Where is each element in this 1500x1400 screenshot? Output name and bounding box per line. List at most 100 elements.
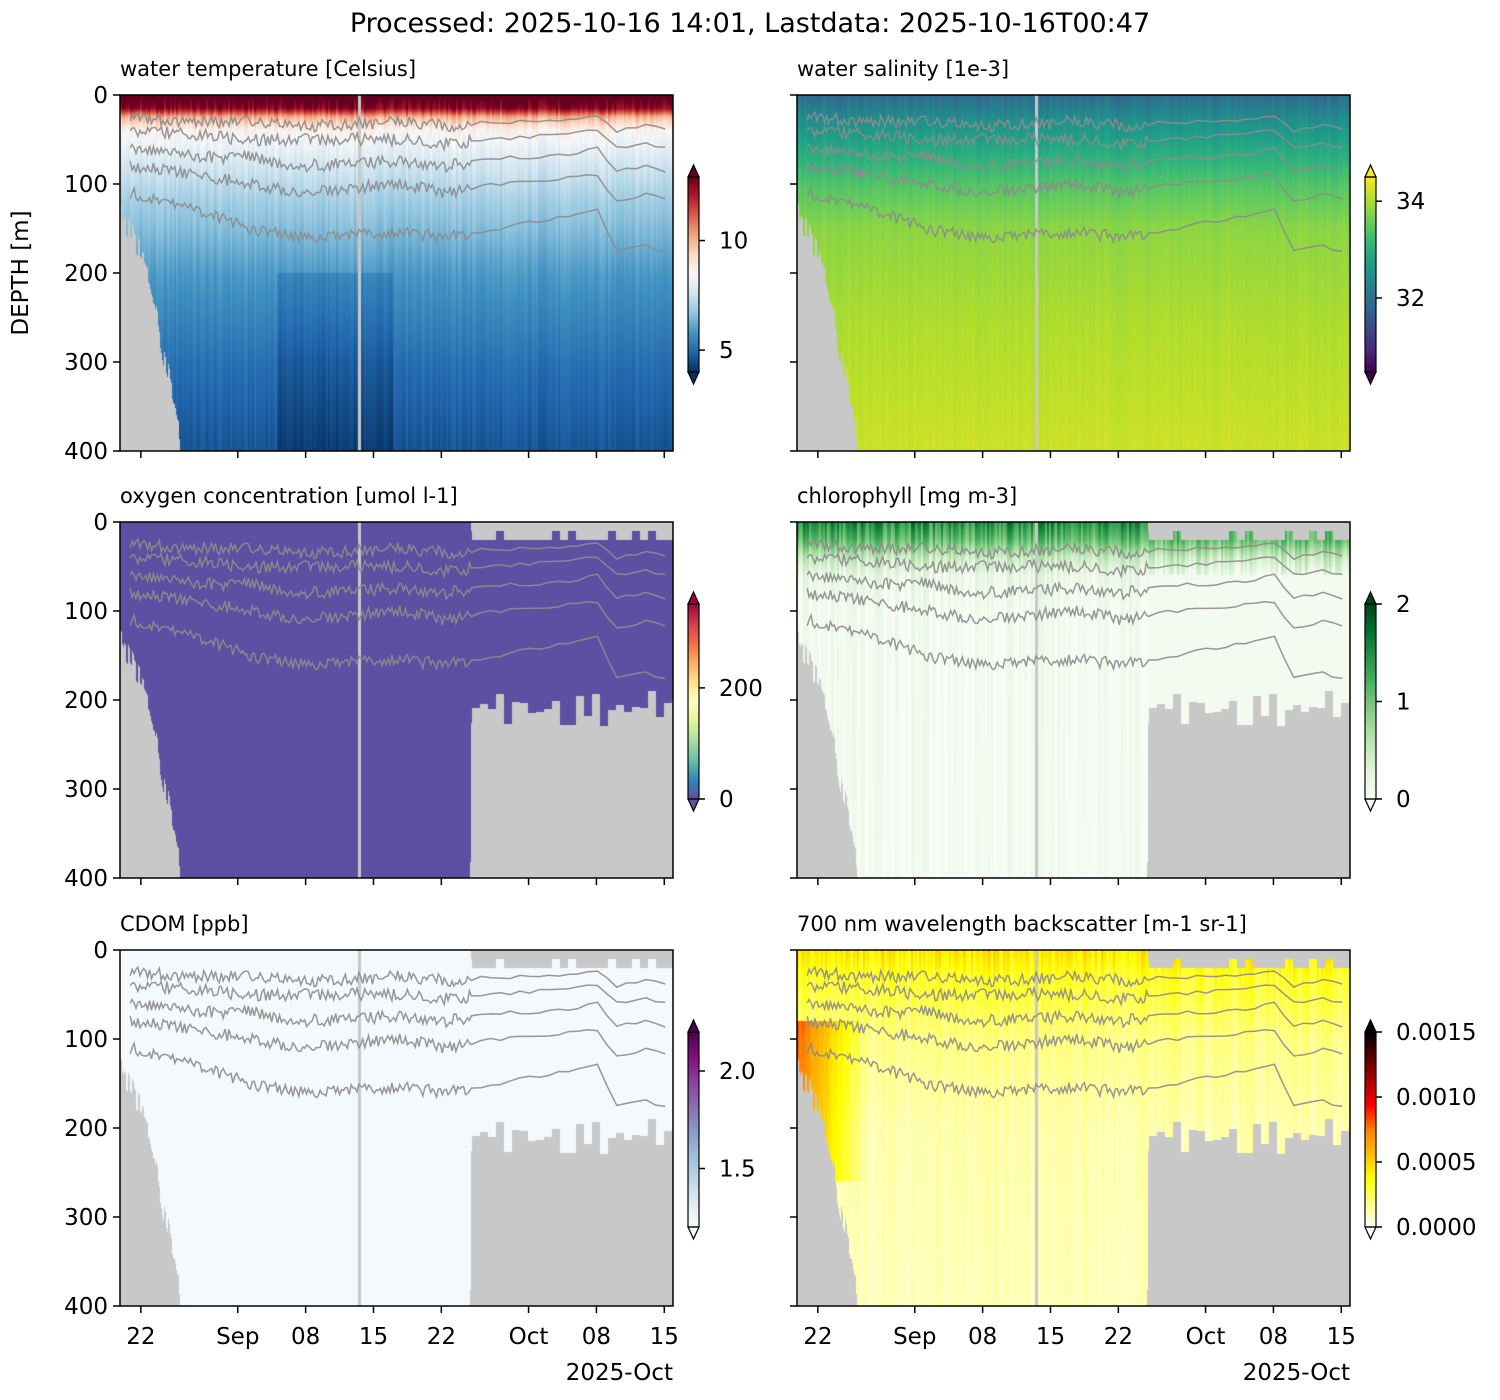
- isopycnal-contour-line: [129, 1016, 666, 1057]
- colorbar-extend-max-arrow: [687, 1018, 700, 1033]
- colorbar-tick-label: 0.0010: [1396, 1085, 1476, 1111]
- isopycnal-contour-line: [129, 569, 666, 601]
- x-tick-label: 22: [1104, 1324, 1133, 1350]
- colorbar-extend-min-arrow: [1364, 1226, 1377, 1241]
- heatmap-oxygen-concentration: [120, 522, 673, 878]
- panel-water-salinity: water salinity [1e-3] 32 34: [790, 57, 1425, 458]
- isopycnal-contour-line: [129, 612, 666, 679]
- isopycnal-contour-line: [129, 552, 666, 580]
- x-tick-label: 22: [427, 1324, 456, 1350]
- y-tick-label: 100: [64, 599, 108, 625]
- x-tick-label: 08: [1259, 1324, 1288, 1350]
- isopycnal-contour-line: [129, 965, 666, 989]
- isopycnal-contour-line: [129, 185, 666, 252]
- y-tick-label: 0: [93, 83, 108, 109]
- x-tick-label: Sep: [216, 1324, 259, 1350]
- colorbar-extend-max-arrow: [1364, 1018, 1377, 1033]
- x-tick-label: 08: [291, 1324, 320, 1350]
- colorbar-cdom: [688, 1032, 699, 1227]
- colorbar-frame: [687, 603, 700, 800]
- y-tick-label: 300: [64, 1205, 108, 1231]
- colorbar-backscatter-700nm: [1365, 1032, 1376, 1227]
- colorbar-tick-label: 2.0: [719, 1059, 756, 1085]
- x-tick-label: 08: [968, 1324, 997, 1350]
- colorbar-extend-min-arrow: [1364, 371, 1377, 386]
- colorbar-tick-label: 34: [1396, 189, 1425, 215]
- colorbar-extend-min-arrow: [687, 371, 700, 386]
- colorbar-tick-label: 0.0015: [1396, 1020, 1476, 1046]
- y-tick-label: 200: [64, 261, 108, 287]
- colorbar-tick-label: 1.5: [719, 1157, 756, 1183]
- heatmap-backscatter-700nm: [797, 950, 1350, 1306]
- figure-title: Processed: 2025-10-16 14:01, Lastdata: 2…: [350, 8, 1150, 39]
- colorbar-extend-min-arrow: [687, 1226, 700, 1241]
- colorbar-tick-label: 0: [1396, 787, 1411, 813]
- colorbar-extend-max-arrow: [1364, 163, 1377, 178]
- isopycnal-contour-line: [806, 980, 1343, 1008]
- isopycnal-contour-line: [806, 142, 1343, 174]
- colorbar-tick-label: 0: [719, 787, 734, 813]
- colorbar-tick-label: 2: [1396, 592, 1411, 618]
- panel-chlorophyll: chlorophyll [mg m-3] 0 1 2: [790, 484, 1411, 885]
- isopycnal-contour-line: [806, 569, 1343, 601]
- panel-water-temperature: water temperature [Celsius] 0 100 200 300 400…: [8, 57, 748, 465]
- x-tick-label: Oct: [1186, 1324, 1226, 1350]
- heatmap-cdom: [120, 950, 673, 1306]
- isopycnal-contour-line: [806, 997, 1343, 1029]
- colorbar-frame: [1364, 1031, 1377, 1228]
- panel-oxygen-concentration: oxygen concentration [umol l-1] 0 100 200 30…: [64, 484, 763, 892]
- x-tick-label: 15: [1327, 1324, 1356, 1350]
- y-tick-label: 200: [64, 1116, 108, 1142]
- isopycnal-contour-line: [806, 537, 1343, 561]
- y-tick-label: 300: [64, 350, 108, 376]
- colorbar-extend-max-arrow: [687, 163, 700, 178]
- y-tick-label: 0: [93, 938, 108, 964]
- y-tick-label: 400: [64, 1294, 108, 1320]
- x-tick-label: 15: [1036, 1324, 1065, 1350]
- colorbar-chlorophyll: [1365, 604, 1376, 799]
- isopycnal-contour-line: [129, 142, 666, 174]
- isopycnal-contour-line: [129, 161, 666, 202]
- y-tick-label: 0: [93, 510, 108, 536]
- isopycnal-contour-line: [129, 110, 666, 134]
- colorbar-tick-label: 0.0000: [1396, 1215, 1476, 1241]
- x-tick-label: 15: [650, 1324, 679, 1350]
- colorbar-extend-min-arrow: [1364, 798, 1377, 813]
- x-axis-offset-label: 2025-Oct: [1243, 1360, 1350, 1386]
- x-tick-label: 08: [582, 1324, 611, 1350]
- colorbar-extend-max-arrow: [1364, 590, 1377, 605]
- heatmap-chlorophyll: [797, 522, 1350, 878]
- y-tick-label: 400: [64, 866, 108, 892]
- isopycnal-contour-line: [129, 537, 666, 561]
- colorbar-tick-label: 10: [719, 229, 748, 255]
- y-tick-label: 100: [64, 1027, 108, 1053]
- y-tick-label: 200: [64, 688, 108, 714]
- x-axis-offset-label: 2025-Oct: [566, 1360, 673, 1386]
- colorbar-frame: [1364, 603, 1377, 800]
- colorbar-tick-label: 0.0005: [1396, 1150, 1476, 1176]
- isopycnal-contour-line: [129, 997, 666, 1029]
- isopycnal-contour-line: [806, 588, 1343, 629]
- colorbar-water-temperature: [688, 177, 699, 372]
- panel-title: CDOM [ppb]: [120, 912, 249, 936]
- isopycnal-contour-line: [806, 1040, 1343, 1107]
- colorbar-frame: [1364, 176, 1377, 373]
- x-tick-label: Sep: [893, 1324, 936, 1350]
- isopycnal-contour-line: [129, 588, 666, 629]
- colorbar-frame: [687, 176, 700, 373]
- isopycnal-contour-line: [806, 110, 1343, 134]
- isopycnal-contour-line: [806, 161, 1343, 202]
- isopycnal-contour-line: [806, 965, 1343, 989]
- isopycnal-contour-line: [129, 125, 666, 153]
- colorbar-tick-label: 32: [1396, 286, 1425, 312]
- isopycnal-contour-line: [806, 125, 1343, 153]
- isopycnal-contour-line: [806, 552, 1343, 580]
- colorbar-tick-label: 200: [719, 676, 763, 702]
- isopycnal-contour-line: [129, 1040, 666, 1107]
- panel-title: water salinity [1e-3]: [797, 57, 1009, 81]
- y-tick-label: 400: [64, 439, 108, 465]
- y-tick-label: 100: [64, 172, 108, 198]
- x-tick-label: Oct: [509, 1324, 549, 1350]
